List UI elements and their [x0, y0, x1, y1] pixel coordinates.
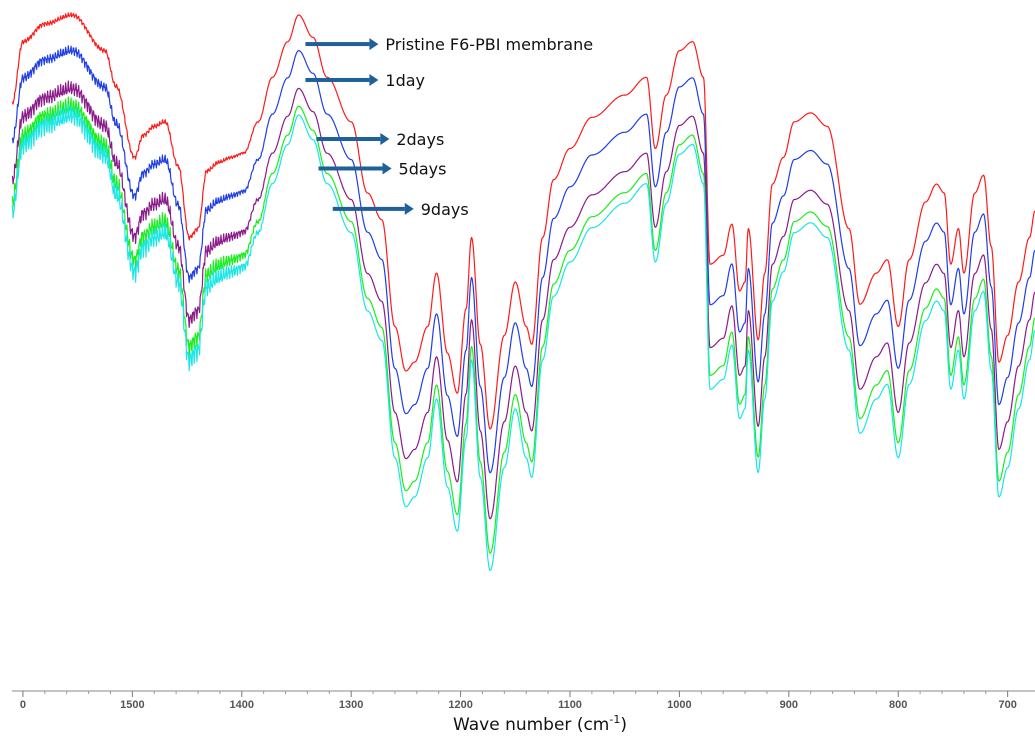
annotation-4: 9days — [332, 200, 469, 219]
x-tick-label-3: 1300 — [339, 699, 363, 711]
x-tick-label-6: 1000 — [667, 699, 691, 711]
annotation-arrow-shaft — [305, 77, 370, 82]
annotation-arrow-shaft — [305, 42, 370, 47]
x-tick-label-4: 1200 — [448, 699, 472, 711]
x-tick-label-5: 1100 — [558, 699, 582, 711]
x-axis-ticks: 0 1500 1400 1300 1200 1100 1000 900 800 700 — [20, 691, 1017, 711]
annotation-arrow-shaft — [332, 206, 405, 211]
annotation-0: Pristine F6-PBI membrane — [305, 35, 593, 54]
annotation-2: 2days — [316, 130, 444, 149]
annotation-1: 1day — [305, 71, 425, 90]
annotation-arrow-shaft — [316, 137, 381, 142]
series-line-1 — [11, 45, 1035, 474]
annotation-label: 1day — [385, 71, 425, 90]
x-axis-label: Wave number (cm-1) — [453, 713, 627, 735]
annotation-label: 5days — [399, 159, 447, 178]
annotation-label: 9days — [421, 200, 469, 219]
annotation-label: Pristine F6-PBI membrane — [385, 35, 593, 54]
series-line-3 — [11, 96, 1035, 554]
annotation-arrow-head — [382, 162, 392, 175]
series-line-0 — [11, 12, 1035, 430]
x-tick-label-1: 1500 — [120, 699, 144, 711]
annotation-arrow-head — [369, 73, 379, 86]
annotation-arrow-shaft — [318, 166, 383, 171]
annotation-3: 5days — [318, 159, 447, 178]
x-tick-label-7: 900 — [780, 699, 798, 711]
x-tick-label-8: 800 — [889, 699, 907, 711]
x-axis: 0 1500 1400 1300 1200 1100 1000 900 800 700 — [12, 690, 1035, 711]
series-line-2 — [11, 80, 1035, 520]
spectrum-traces — [11, 12, 1035, 572]
x-tick-label-9: 700 — [998, 699, 1016, 711]
x-tick-label-0: 0 — [20, 699, 26, 711]
annotation-arrow-head — [380, 133, 390, 146]
series-line-4 — [11, 103, 1035, 572]
x-tick-label-2: 1400 — [230, 699, 254, 711]
annotation-label: 2days — [396, 130, 444, 149]
annotation-arrow-head — [404, 202, 414, 215]
annotation-arrow-head — [369, 38, 379, 51]
series-annotations: Pristine F6-PBI membrane 1day 2days 5days 9d… — [305, 35, 593, 219]
